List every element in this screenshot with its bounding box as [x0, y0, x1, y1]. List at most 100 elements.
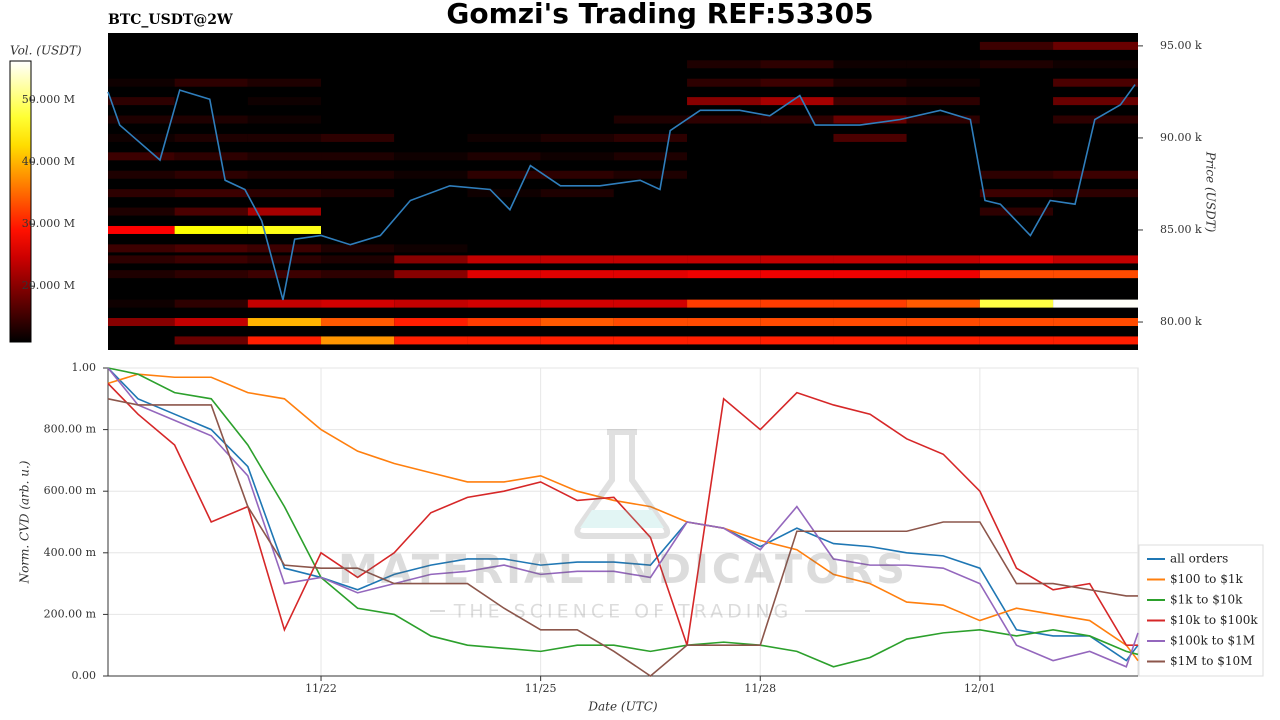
- series-line: [107, 367, 1139, 668]
- heatmap-cell: [979, 244, 1054, 253]
- legend-box: [1138, 544, 1264, 677]
- colorbar: [9, 60, 32, 343]
- heatmap-cell: [1053, 244, 1138, 253]
- heatmap-cell: [906, 152, 980, 161]
- heatmap-cell: [687, 152, 761, 161]
- heatmap-cell: [108, 115, 175, 124]
- heatmap-cell: [394, 299, 468, 308]
- heatmap-cell: [1053, 318, 1138, 327]
- heatmap-cell: [760, 336, 834, 345]
- heatmap-cell: [321, 152, 395, 161]
- heatmap-cell: [467, 41, 541, 50]
- heatmap-cell: [906, 270, 980, 279]
- heatmap-cell: [687, 255, 761, 264]
- heatmap-cell: [321, 115, 395, 124]
- heatmap-cell: [174, 336, 248, 345]
- heatmap-cell: [174, 225, 248, 234]
- heatmap-cell: [979, 97, 1054, 106]
- heatmap-cell: [760, 152, 834, 161]
- heatmap-cell: [540, 170, 614, 179]
- heatmap-cell: [247, 225, 322, 234]
- heatmap-cell: [687, 225, 761, 234]
- heatmap-cell: [760, 133, 834, 142]
- heatmap-cell: [613, 299, 688, 308]
- heatmap-cell: [540, 244, 614, 253]
- watermark-flask: [574, 429, 671, 539]
- x-tick-label: 12/01: [964, 682, 996, 695]
- legend-label: $1k to $10k: [1170, 593, 1243, 607]
- heatmap-cell: [540, 133, 614, 142]
- heatmap-cell: [760, 78, 834, 87]
- heatmap-cell: [174, 60, 248, 69]
- y-tick-label: 600.00 m: [44, 484, 97, 497]
- heatmap-cell: [247, 133, 322, 142]
- heatmap-cell: [247, 115, 322, 124]
- y-tick-label: 200.00 m: [44, 607, 97, 620]
- heatmap-cell: [833, 115, 907, 124]
- heatmap-cell: [833, 78, 907, 87]
- heatmap-cell: [687, 270, 761, 279]
- heatmap-cell: [108, 189, 175, 198]
- heatmap-cell: [108, 152, 175, 161]
- heatmap-cell: [906, 336, 980, 345]
- colorbar-tick-label: 30.000 M: [22, 217, 75, 230]
- series-line: [107, 367, 1139, 668]
- heatmap-cell: [247, 270, 322, 279]
- cvd-chart: 0.00 200.00 m 400.00 m 600.00 m 800.00 m 1.00…: [18, 361, 1264, 714]
- heatmap-cell: [613, 255, 688, 264]
- y-tick-label: 0.00: [72, 669, 97, 682]
- heatmap-cell: [1053, 41, 1138, 50]
- heatmap-cell: [394, 78, 468, 87]
- heatmap-cell: [247, 244, 322, 253]
- heatmap-cell: [108, 244, 175, 253]
- heatmap-cell: [613, 318, 688, 327]
- series-line: [107, 373, 1139, 662]
- legend-label: $10k to $100k: [1170, 613, 1258, 627]
- heatmap-cell: [687, 78, 761, 87]
- heatmap-cell: [906, 133, 980, 142]
- heatmap-cell: [540, 255, 614, 264]
- heatmap-cell: [321, 60, 395, 69]
- heatmap-cell: [394, 133, 468, 142]
- heatmap-cell: [321, 336, 395, 345]
- heatmap-cell: [687, 207, 761, 216]
- heatmap-cell: [687, 133, 761, 142]
- heatmap-cell: [174, 152, 248, 161]
- heatmap-cell: [613, 207, 688, 216]
- heatmap-cell: [613, 225, 688, 234]
- heatmap-cell: [394, 97, 468, 106]
- heatmap-cell: [906, 299, 980, 308]
- heatmap-cell: [613, 244, 688, 253]
- series-line: [107, 398, 1138, 678]
- heatmap-cell: [540, 60, 614, 69]
- heatmap-cell: [174, 207, 248, 216]
- heatmap-cell: [467, 170, 541, 179]
- heatmap-cell: [687, 97, 761, 106]
- heatmap-cell: [247, 255, 322, 264]
- chart-subtitle: BTC_USDT@2W: [108, 12, 233, 28]
- heatmap-cell: [108, 170, 175, 179]
- heatmap-cell: [833, 336, 907, 345]
- heatmap-cell: [833, 244, 907, 253]
- heatmap-cell: [1053, 78, 1138, 87]
- heatmap-cell: [247, 336, 322, 345]
- heatmap-cell: [979, 225, 1054, 234]
- heatmap-cell: [1053, 152, 1138, 161]
- y-tick-label: 85.00 k: [1160, 223, 1202, 236]
- heatmap-cell: [906, 207, 980, 216]
- heatmap-cell: [687, 115, 761, 124]
- heatmap-cell: [979, 318, 1054, 327]
- heatmap-cell: [108, 60, 175, 69]
- heatmap-cell: [760, 299, 834, 308]
- heatmap-cell: [613, 336, 688, 345]
- heatmap-cell: [1053, 225, 1138, 234]
- heatmap-cell: [247, 97, 322, 106]
- heatmap-cell: [540, 78, 614, 87]
- heatmap-cell: [687, 244, 761, 253]
- heatmap-cell: [321, 255, 395, 264]
- heatmap-cell: [321, 97, 395, 106]
- heatmap-cell: [906, 78, 980, 87]
- legend-label: $1M to $10M: [1170, 654, 1252, 668]
- heatmap-cell: [467, 207, 541, 216]
- heatmap-cell: [687, 318, 761, 327]
